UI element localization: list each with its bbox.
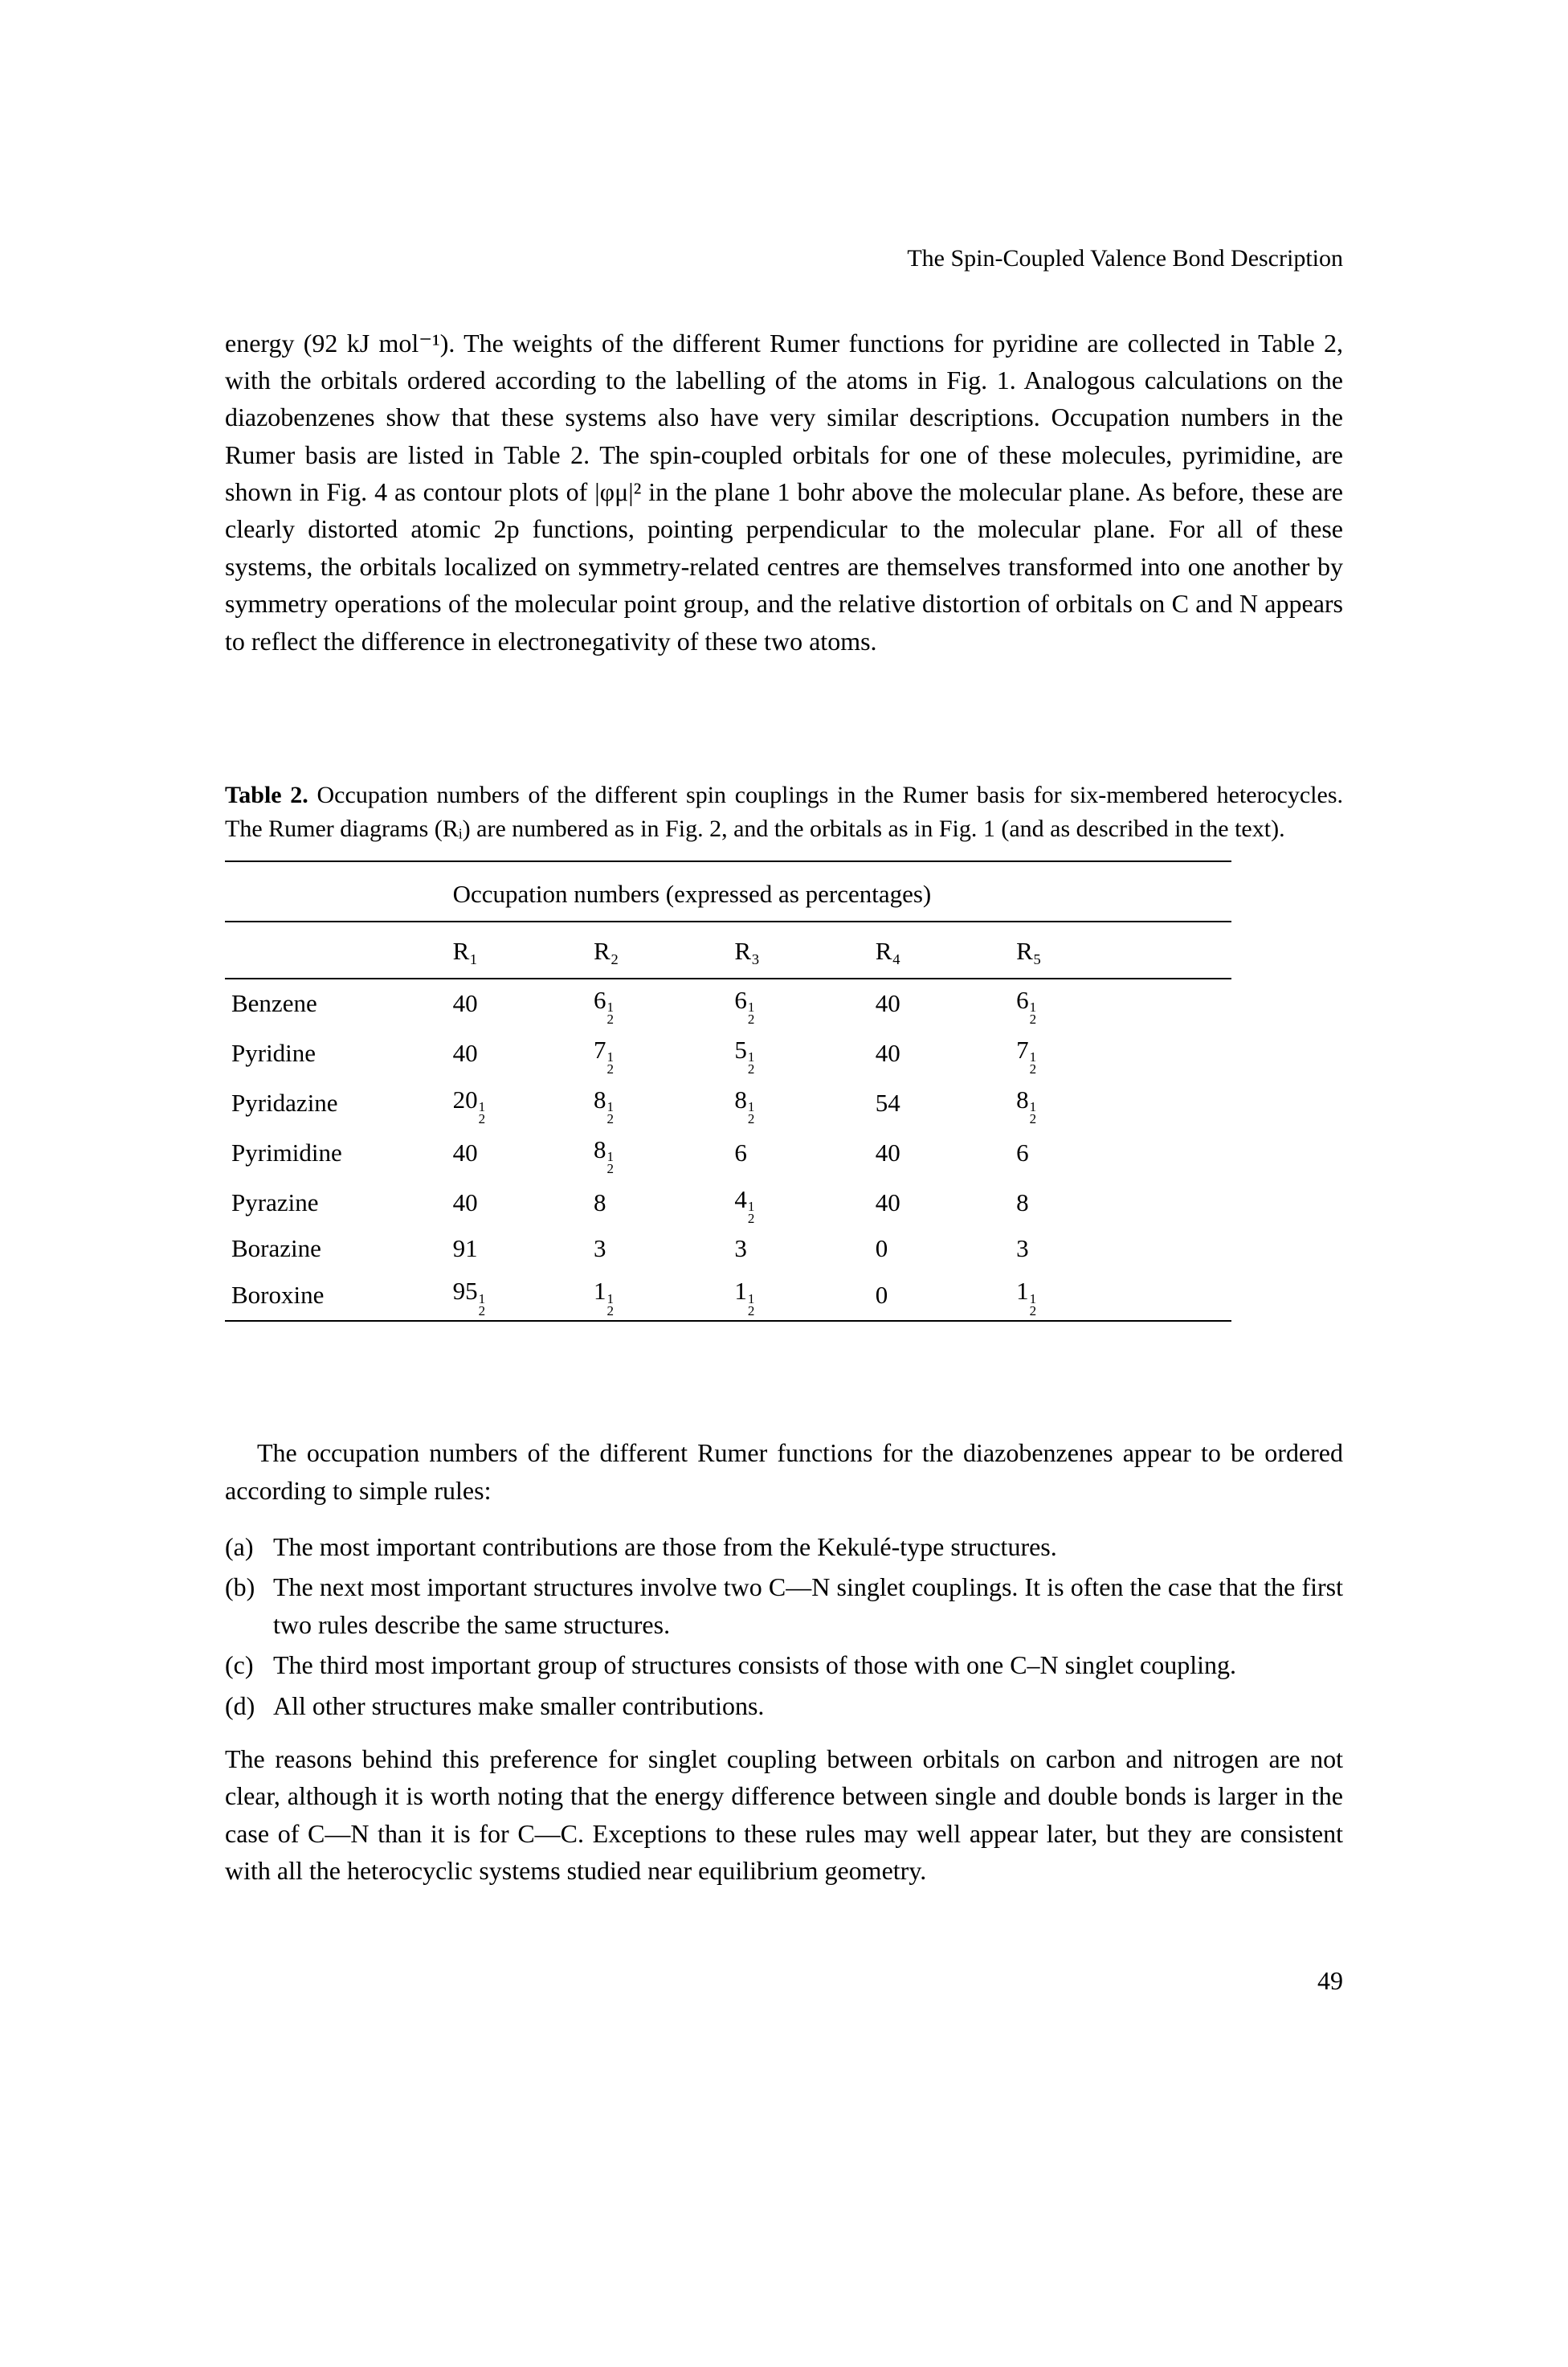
table-cell: 0 (869, 1228, 1010, 1270)
list-text: The next most important structures invol… (273, 1568, 1343, 1643)
page-number: 49 (225, 1962, 1343, 1999)
table-cell: 3 (587, 1228, 728, 1270)
table-cell: 40 (447, 1179, 587, 1228)
table-row-label: Pyrimidine (225, 1129, 447, 1179)
table-cell: 112 (1010, 1270, 1150, 1321)
table-cell: 0 (869, 1270, 1010, 1321)
table-cell: 40 (869, 1129, 1010, 1179)
list-text: All other structures make smaller contri… (273, 1687, 1343, 1724)
table-cell: 40 (447, 1029, 587, 1079)
running-head: The Spin-Coupled Valence Bond Descriptio… (225, 241, 1343, 276)
table-row-label: Benzene (225, 979, 447, 1029)
table-cell: 712 (587, 1029, 728, 1079)
list-text: The most important contributions are tho… (273, 1528, 1343, 1565)
table-row-label: Pyrazine (225, 1179, 447, 1228)
table-cell: 2012 (447, 1079, 587, 1129)
table-cell: 812 (1010, 1079, 1150, 1129)
body-paragraph-3: The reasons behind this preference for s… (225, 1740, 1343, 1890)
table-col-header: R₂ (587, 922, 728, 979)
table-caption-label: Table 2. (225, 782, 308, 808)
table-cell: 412 (728, 1179, 868, 1228)
list-marker: (a) (225, 1528, 273, 1565)
list-text: The third most important group of struct… (273, 1646, 1343, 1683)
table-cell: 3 (728, 1228, 868, 1270)
table-col-header: R₃ (728, 922, 868, 979)
table-cell: 6 (728, 1129, 868, 1179)
body-paragraph-2: The occupation numbers of the different … (225, 1434, 1343, 1509)
table-cell: 8 (587, 1179, 728, 1228)
table-cell: 40 (447, 979, 587, 1029)
table-cell: 3 (1010, 1228, 1150, 1270)
table-cell: 812 (587, 1079, 728, 1129)
table-cell: 8 (1010, 1179, 1150, 1228)
table-cell: 54 (869, 1079, 1010, 1129)
list-item: (b)The next most important structures in… (225, 1568, 1343, 1643)
list-item: (d)All other structures make smaller con… (225, 1687, 1343, 1724)
table-col-header: R₄ (869, 922, 1010, 979)
table-cell: 812 (728, 1079, 868, 1129)
table-cell: 91 (447, 1228, 587, 1270)
ordered-rule-list: (a)The most important contributions are … (225, 1528, 1343, 1724)
table-cell: 40 (869, 1179, 1010, 1228)
list-marker: (b) (225, 1568, 273, 1643)
list-item: (a)The most important contributions are … (225, 1528, 1343, 1565)
table-span-header: Occupation numbers (expressed as percent… (447, 861, 1151, 922)
table-cell: 612 (1010, 979, 1150, 1029)
table-caption: Table 2. Occupation numbers of the diffe… (225, 779, 1343, 846)
table-row-label: Pyridine (225, 1029, 447, 1079)
table-cell: 612 (587, 979, 728, 1029)
table-cell: 812 (587, 1129, 728, 1179)
table-col-header: R₅ (1010, 922, 1150, 979)
list-item: (c)The third most important group of str… (225, 1646, 1343, 1683)
table-row-label: Boroxine (225, 1270, 447, 1321)
table-cell: 9512 (447, 1270, 587, 1321)
table-cell: 712 (1010, 1029, 1150, 1079)
occupation-numbers-table: Occupation numbers (expressed as percent… (225, 861, 1231, 1322)
table-cell: 40 (869, 979, 1010, 1029)
body-paragraph-1: energy (92 kJ mol⁻¹). The weights of the… (225, 325, 1343, 660)
table-cell: 512 (728, 1029, 868, 1079)
table-row-label: Borazine (225, 1228, 447, 1270)
table-cell: 612 (728, 979, 868, 1029)
table-row-label: Pyridazine (225, 1079, 447, 1129)
table-cell: 112 (728, 1270, 868, 1321)
table-cell: 112 (587, 1270, 728, 1321)
table-col-header: R₁ (447, 922, 587, 979)
table-caption-text: Occupation numbers of the different spin… (225, 782, 1343, 842)
list-marker: (c) (225, 1646, 273, 1683)
table-cell: 40 (447, 1129, 587, 1179)
table-cell: 40 (869, 1029, 1010, 1079)
list-marker: (d) (225, 1687, 273, 1724)
table-cell: 6 (1010, 1129, 1150, 1179)
